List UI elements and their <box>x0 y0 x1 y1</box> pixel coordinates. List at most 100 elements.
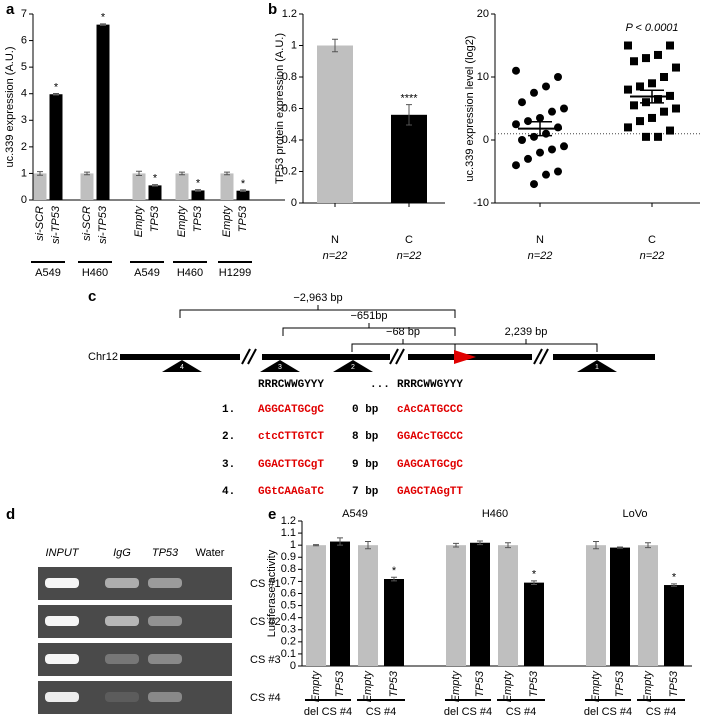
bar <box>358 545 378 666</box>
y-axis-label: uc.339 expression (A.U.) <box>4 46 16 167</box>
point <box>624 123 632 132</box>
point <box>642 132 650 141</box>
x-tick-label: si-SCR <box>81 206 93 241</box>
distance-label: −2,963 bp <box>293 292 342 304</box>
x-tick-label: Empty <box>502 670 514 703</box>
bar <box>524 582 544 666</box>
y-tick-label: 0.9 <box>281 551 296 563</box>
point <box>660 73 668 81</box>
error-bar <box>477 540 483 546</box>
x-tick-label: N <box>331 234 339 246</box>
error-bar <box>391 576 397 582</box>
y-tick-label: 1 <box>291 39 297 51</box>
y-tick-label: 0.5 <box>281 599 296 611</box>
point <box>660 107 668 116</box>
gel-band <box>105 578 139 588</box>
bar <box>236 190 250 200</box>
row-label: CS #1 <box>250 578 281 590</box>
point <box>548 145 556 154</box>
gel: INPUT IgG TP53 Water CS #1 CS #2 CS #3 CS #4 <box>38 547 281 714</box>
point <box>654 50 662 59</box>
gel-band <box>148 578 182 588</box>
significance: * <box>101 12 106 24</box>
sequence-cell: cAcCATGCCC <box>397 404 463 416</box>
error-bar <box>332 38 338 53</box>
error-bar <box>531 580 537 585</box>
y-tick-label: 4 <box>21 88 27 100</box>
point <box>560 104 568 113</box>
pair-label: CS #4 <box>366 706 397 718</box>
x-tick-label: TP53 <box>614 670 626 697</box>
bracket <box>454 339 598 352</box>
sequence-cell: GAGCTAGgTT <box>397 486 463 498</box>
gel-band <box>45 616 79 626</box>
group-label: A549 <box>35 267 61 279</box>
bracket <box>179 305 456 318</box>
sequence-cell: GGACcTGCCC <box>397 431 463 443</box>
significance: * <box>54 81 59 93</box>
y-tick-label: 3 <box>21 114 27 126</box>
bar <box>470 542 490 666</box>
x-tick-label: TP53 <box>388 670 400 697</box>
y-tick-label: 0.2 <box>282 165 297 177</box>
gel-band <box>148 654 182 664</box>
bracket <box>282 323 456 336</box>
binding-site <box>333 360 373 372</box>
pair-label: del CS #4 <box>584 706 632 718</box>
sequence-cell: 7 bp <box>352 486 379 498</box>
significance: * <box>196 178 201 190</box>
point <box>648 79 656 88</box>
binding-site <box>162 360 202 372</box>
y-tick-label: 2 <box>21 141 27 153</box>
bar <box>638 545 658 666</box>
sequence-cell: 8 bp <box>352 431 379 443</box>
y-tick-label: 0.7 <box>281 575 296 587</box>
bar <box>610 547 630 666</box>
y-axis-label: Luciferase activity <box>266 549 278 637</box>
chromosome-segment <box>120 354 240 360</box>
sequence-cell: 9 bp <box>352 459 379 471</box>
point <box>512 120 520 129</box>
significance: * <box>392 565 397 577</box>
x-tick-label: Empty <box>642 670 654 703</box>
x-sublabel: n=22 <box>528 250 553 262</box>
y-tick-label: 1 <box>290 539 296 551</box>
break-mark <box>241 348 549 365</box>
x-tick-label: si-TP53 <box>50 205 62 244</box>
y-tick-label: 7 <box>21 8 27 20</box>
point <box>630 57 638 66</box>
error-bar <box>53 92 59 96</box>
error-bar <box>100 23 106 26</box>
cell-line-label: A549 <box>342 508 368 520</box>
bar <box>96 24 110 200</box>
point <box>530 180 538 189</box>
group-label: H460 <box>177 267 203 279</box>
chromosome <box>120 348 655 372</box>
binding-site <box>577 360 617 372</box>
error-bar <box>593 541 599 550</box>
y-tick-label: 0.4 <box>281 612 296 624</box>
promoter-diagram <box>179 305 598 352</box>
sequence-cell: 3. <box>222 459 235 471</box>
x-tick-label: Empty <box>310 670 322 703</box>
panel-label: e <box>268 506 276 523</box>
x-tick-label: C <box>405 234 413 246</box>
consensus: RRRCWWGYYY <box>258 379 324 391</box>
y-tick-label: 0 <box>290 660 296 672</box>
y-tick-label: -10 <box>473 197 489 209</box>
x-tick-label: TP53 <box>528 670 540 697</box>
row-label: CS #4 <box>250 692 281 704</box>
bar <box>33 173 47 200</box>
consensus: RRRCWWGYYY <box>397 379 463 391</box>
sequence-cell: 2. <box>222 431 235 443</box>
x-tick-label: Empty <box>221 205 233 238</box>
x-tick-label: TP53 <box>334 670 346 697</box>
bar <box>586 545 606 666</box>
site-number: 4 <box>180 364 184 371</box>
point <box>536 148 544 157</box>
lane-label: IgG <box>113 547 131 559</box>
x-sublabel: n=22 <box>640 250 665 262</box>
x-tick-label: Empty <box>176 205 188 238</box>
x-sublabel: n=22 <box>323 250 348 262</box>
x-tick-label: TP53 <box>668 670 680 697</box>
